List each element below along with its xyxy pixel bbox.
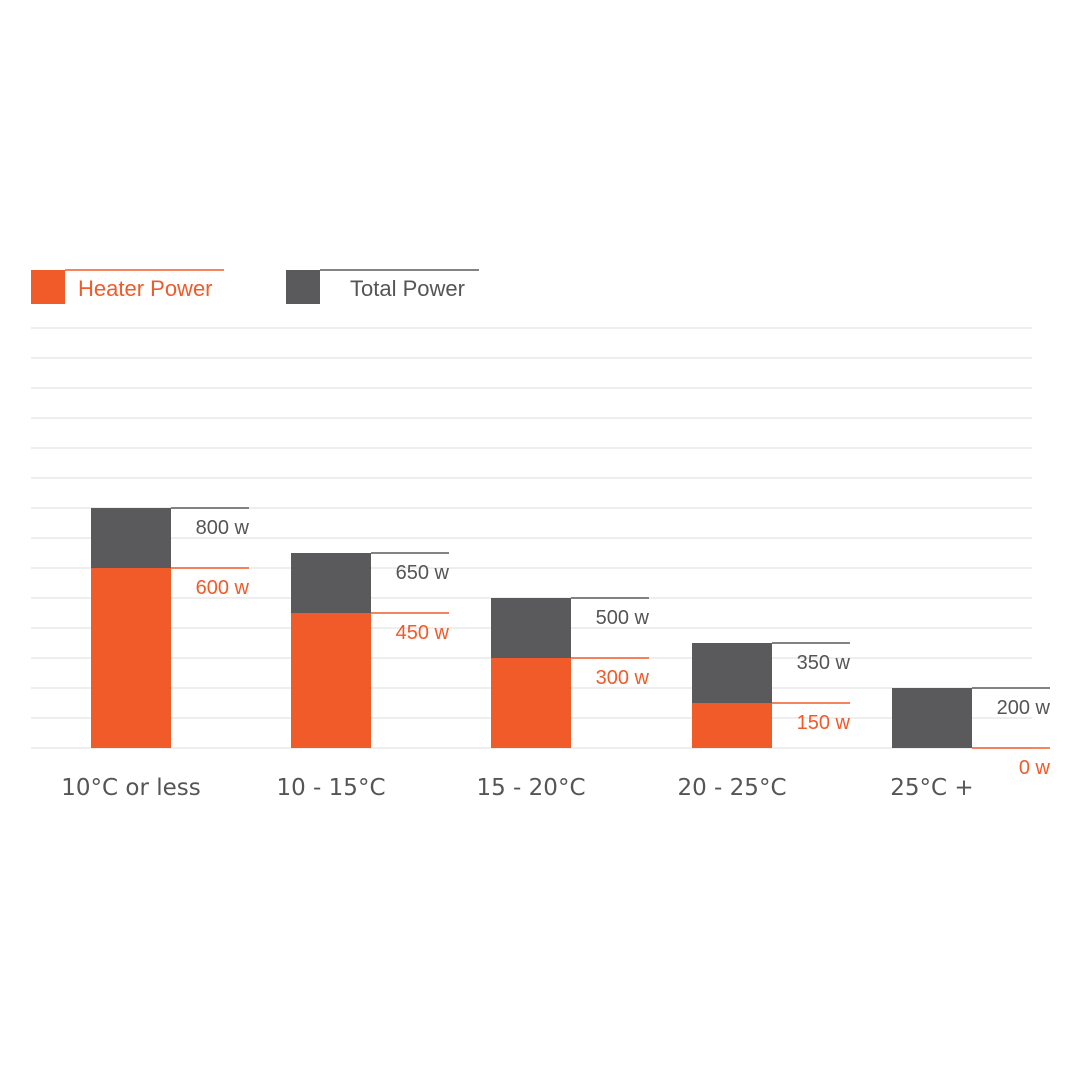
legend: Heater Power Total Power — [31, 269, 479, 304]
legend-swatch-heater — [31, 270, 65, 304]
x-tick-label: 20 - 25°C — [677, 775, 786, 801]
value-label-heater: 150 w — [797, 712, 851, 734]
x-tick-label: 15 - 20°C — [476, 775, 585, 801]
x-axis-ticks: 10°C or less 10 - 15°C 15 - 20°C 20 - 25°C 2… — [61, 775, 973, 801]
x-tick-label: 10°C or less — [61, 775, 200, 801]
value-labels: 800 w 600 w 650 w 450 w 500 w 300 w 350 w 150 w… — [171, 507, 1051, 779]
bar-total — [291, 553, 371, 613]
legend-label-total: Total Power — [350, 276, 465, 301]
bars — [91, 508, 972, 748]
value-label-total: 650 w — [396, 562, 450, 584]
bar-total — [692, 643, 772, 703]
bar-total — [91, 508, 171, 568]
legend-item-total: Total Power — [286, 269, 479, 304]
value-label-heater: 300 w — [596, 667, 650, 689]
bar-heater — [491, 658, 571, 748]
legend-label-heater: Heater Power — [78, 276, 213, 301]
value-label-total: 500 w — [596, 607, 650, 629]
value-label-total: 200 w — [997, 697, 1051, 719]
legend-item-heater: Heater Power — [31, 269, 224, 304]
value-label-heater: 0 w — [1019, 757, 1051, 779]
legend-swatch-total — [286, 270, 320, 304]
bar-heater — [91, 568, 171, 748]
bar-total — [892, 688, 972, 748]
value-label-heater: 600 w — [196, 577, 250, 599]
value-label-total: 350 w — [797, 652, 851, 674]
bar-heater — [291, 613, 371, 748]
value-label-heater: 450 w — [396, 622, 450, 644]
value-label-total: 800 w — [196, 517, 250, 539]
x-tick-label: 25°C + — [890, 775, 973, 801]
bar-total — [491, 598, 571, 658]
x-tick-label: 10 - 15°C — [276, 775, 385, 801]
bar-heater — [692, 703, 772, 748]
